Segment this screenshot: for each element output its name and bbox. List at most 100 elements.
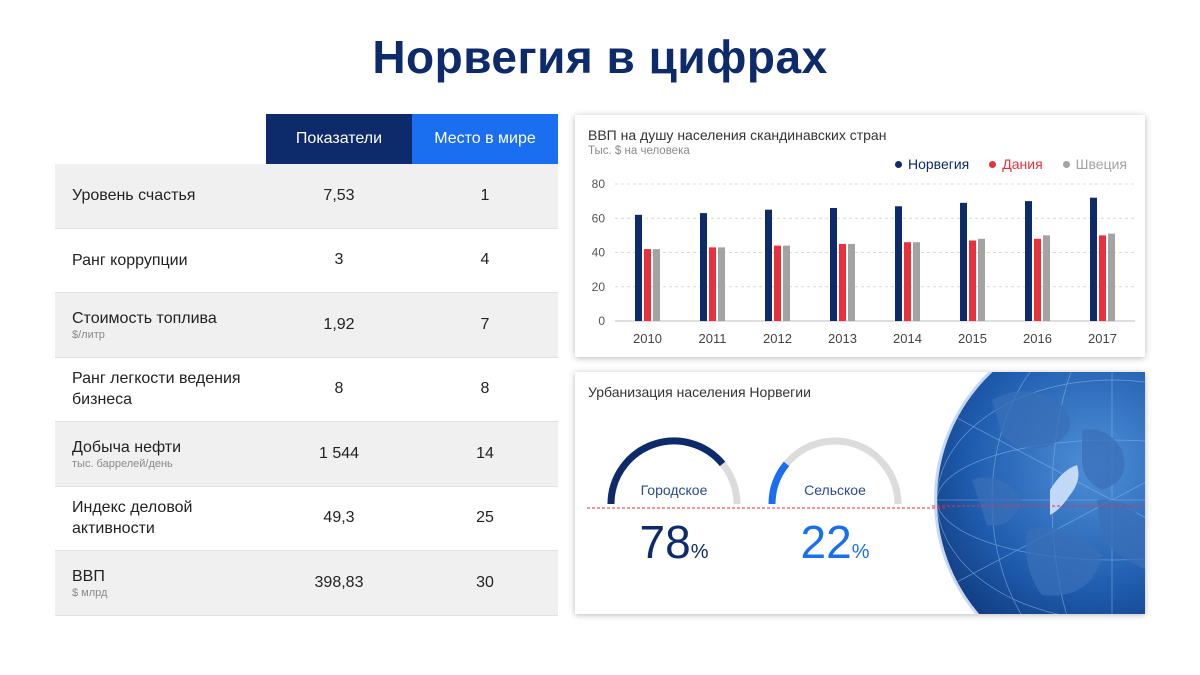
gauge-unit-rural: %: [851, 541, 870, 563]
table-row: Добыча нефти тыс. баррелей/день 1 544 14: [55, 422, 558, 487]
x-tick-label: 2016: [1023, 331, 1052, 346]
gauge-unit-urban: %: [690, 541, 709, 563]
bar-2010-1: [644, 249, 651, 321]
gauge-number-urban: 78: [639, 516, 691, 568]
y-tick-label: 80: [592, 177, 606, 191]
world-rank: 30: [476, 573, 494, 591]
table-row: ВВП $ млрд 398,83 30: [55, 551, 558, 616]
table-row: Ранг коррупции 3 4: [55, 229, 558, 293]
indicator-value: 8: [334, 380, 344, 398]
column-header-indicators: Показатели: [266, 114, 412, 164]
indicator-unit: тыс. баррелей/день: [72, 457, 173, 470]
bar-2012-0: [765, 209, 772, 321]
gauge-value-urban: 78%: [594, 515, 754, 569]
bar-2017-2: [1108, 233, 1115, 321]
bar-2014-0: [895, 206, 902, 321]
indicator-value: 7,53: [323, 186, 355, 204]
world-rank: 1: [480, 186, 490, 204]
gauge-number-rural: 22: [800, 516, 852, 568]
urbanization-gauges: [587, 437, 945, 509]
indicator-label: Уровень счастья: [72, 187, 196, 205]
x-tick-label: 2015: [958, 331, 987, 346]
legend-item: Дания: [989, 156, 1043, 172]
indicator-value: 49,3: [323, 509, 355, 527]
bar-2013-1: [839, 243, 846, 321]
bar-2016-1: [1034, 238, 1041, 321]
legend-marker: [989, 160, 997, 168]
gauge-label-urban: Городское: [640, 482, 708, 498]
y-tick-label: 20: [592, 280, 606, 294]
table-row: Ранг легкости ведения бизнеса 8 8: [55, 358, 558, 422]
indicator-value: 3: [334, 251, 344, 269]
world-rank: 7: [480, 315, 490, 333]
x-tick-label: 2010: [633, 331, 662, 346]
gauge-label-rural: Сельское: [804, 482, 866, 498]
indicator-name: Добыча нефти тыс. баррелей/день: [55, 437, 266, 471]
world-rank: 25: [476, 509, 494, 527]
legend-label: Норвегия: [908, 156, 970, 172]
indicator-label: Ранг легкости ведения бизнеса: [72, 370, 241, 409]
bar-2011-0: [700, 213, 707, 321]
indicator-label: Ранг коррупции: [72, 251, 188, 269]
indicator-name: Ранг легкости ведения бизнеса: [55, 368, 266, 410]
table-header: Показатели Место в мире: [55, 114, 558, 164]
bar-2013-0: [830, 207, 837, 321]
bar-2017-0: [1090, 197, 1097, 321]
indicator-name: Стоимость топлива $/литр: [55, 308, 266, 342]
x-tick-label: 2013: [828, 331, 857, 346]
bar-2016-0: [1025, 201, 1032, 321]
indicator-unit: $ млрд: [72, 586, 108, 599]
indicator-name: Ранг коррупции: [55, 250, 266, 271]
x-tick-label: 2011: [699, 331, 727, 346]
x-tick-label: 2012: [763, 331, 792, 346]
table-row: Стоимость топлива $/литр 1,92 7: [55, 293, 558, 358]
chart-title: ВВП на душу населения скандинавских стра…: [588, 127, 887, 143]
legend-item: Норвегия: [895, 156, 969, 172]
gauge-fill: [768, 461, 790, 505]
world-rank: 8: [480, 380, 490, 398]
bar-2014-1: [904, 242, 911, 321]
x-tick-label: 2014: [893, 331, 922, 346]
indicator-label: Стоимость топлива: [72, 309, 217, 327]
bar-2011-1: [709, 247, 716, 321]
bar-2015-0: [960, 202, 967, 321]
legend-label: Швеция: [1075, 156, 1127, 172]
indicator-label: Индекс деловой активности: [72, 499, 193, 538]
stats-table: Показатели Место в мире Уровень счастья 7…: [55, 114, 558, 616]
indicator-value: 1,92: [323, 315, 355, 333]
bar-2015-2: [978, 238, 985, 321]
table-body: Уровень счастья 7,53 1 Ранг коррупции 3 4 Стои…: [55, 164, 558, 616]
y-tick-label: 60: [592, 211, 606, 225]
world-rank: 4: [480, 251, 490, 269]
bar-2011-2: [718, 247, 725, 321]
indicator-name: ВВП $ млрд: [55, 566, 266, 600]
bar-2012-2: [783, 245, 790, 321]
chart-legend: Норвегия Дания Швеция: [895, 156, 1127, 172]
table-row: Уровень счастья 7,53 1: [55, 164, 558, 229]
y-tick-label: 0: [598, 314, 605, 328]
gdp-bar-chart: 0 20 40 60 80 2010 2011 2012 2013 2014 2015 2016 201…: [592, 177, 1135, 346]
gdp-chart-panel: ВВП на душу населения скандинавских стра…: [575, 115, 1145, 357]
bar-2016-2: [1043, 235, 1050, 321]
indicator-name: Индекс деловой активности: [55, 497, 266, 539]
legend-label: Дания: [1002, 156, 1043, 172]
gauge-value-rural: 22%: [755, 515, 915, 569]
bar-2012-1: [774, 245, 781, 321]
indicator-name: Уровень счастья: [55, 185, 266, 206]
indicator-value: 1 544: [318, 444, 360, 462]
table-header-blank: [55, 114, 266, 164]
gauge-fill: [607, 437, 726, 505]
indicator-value: 398,83: [314, 573, 364, 591]
legend-marker: [895, 160, 902, 168]
page-title: Норвегия в цифрах: [372, 31, 828, 83]
table-row: Индекс деловой активности 49,3 25: [55, 487, 558, 551]
bar-2015-1: [969, 240, 976, 321]
globe-image: [932, 372, 1145, 614]
bar-2017-1: [1099, 235, 1106, 321]
urbanization-panel: Урбанизация населения Норвегии: [575, 372, 1145, 614]
y-tick-label: 40: [592, 246, 606, 260]
legend-item: Швеция: [1062, 156, 1127, 172]
x-tick-label: 2017: [1088, 331, 1117, 346]
column-header-world-rank: Место в мире: [412, 114, 558, 164]
